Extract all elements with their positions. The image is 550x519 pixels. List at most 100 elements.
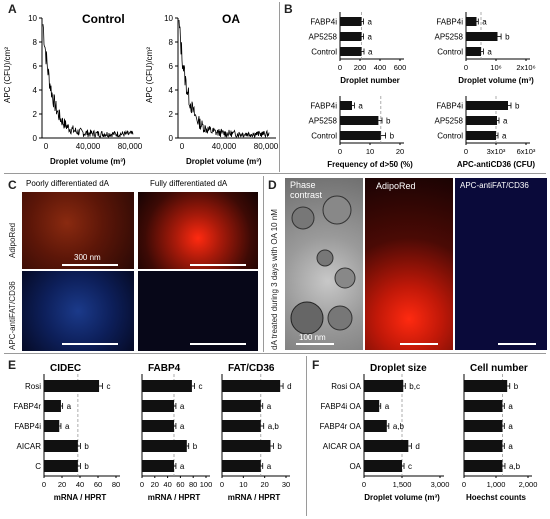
significance-letter: a	[487, 48, 492, 57]
significance-letter: a	[503, 117, 508, 126]
row-label-apc: APC-antiFAT/CD36	[8, 281, 17, 350]
scale-bar-d3	[498, 343, 536, 345]
category-label: FABP4i OA	[321, 402, 362, 411]
category-label: FABP4r OA	[320, 422, 362, 431]
x-axis-label: mRNA / HPRT	[54, 493, 107, 502]
significance-letter: a,b	[393, 422, 405, 431]
panel-letter-f: F	[312, 358, 320, 372]
significance-letter: a	[180, 462, 185, 471]
apc-title: APC-antiFAT/CD36	[460, 181, 529, 190]
bar	[142, 440, 187, 452]
ytick-label: 4	[169, 86, 174, 95]
significance-letter: b	[386, 117, 391, 126]
x-tick-label: 0	[462, 480, 466, 489]
micro-poor-adipored	[22, 192, 134, 269]
x-tick-label: 30	[282, 480, 290, 489]
significance-letter: a	[368, 33, 373, 42]
bar	[464, 420, 503, 432]
bar	[464, 460, 503, 472]
category-label: OA	[349, 462, 361, 471]
category-label: Control	[437, 48, 463, 57]
bar	[340, 17, 362, 26]
x-tick-label: 20	[151, 480, 159, 489]
scale-bar-d1	[296, 343, 334, 345]
x-tick-label: 6x10³	[517, 147, 536, 156]
bar	[364, 400, 380, 412]
significance-letter: b	[514, 382, 519, 391]
chart-title: Cell number	[470, 363, 528, 374]
micro-poor-apc	[22, 271, 134, 351]
ytick-label: 8	[169, 38, 174, 47]
x-tick-label: 80	[112, 480, 120, 489]
bar	[44, 420, 60, 432]
significance-letter: b	[193, 442, 198, 451]
bar	[464, 400, 503, 412]
bar	[44, 380, 100, 392]
x-tick-label: 0	[362, 480, 366, 489]
significance-letter: d	[287, 382, 291, 391]
divider-top	[4, 173, 546, 174]
bar	[466, 17, 477, 26]
panel-letter-d: D	[268, 178, 277, 192]
category-label: Rosi	[25, 382, 41, 391]
bar	[142, 400, 174, 412]
bar	[466, 131, 496, 140]
micro-d-apc	[455, 178, 547, 350]
x-tick-label: 1,500	[393, 480, 412, 489]
category-label: FABP4i	[14, 422, 41, 431]
x-tick-label: 100	[200, 480, 213, 489]
category-label: FABP4i	[436, 102, 463, 111]
category-label: AP5258	[309, 117, 338, 126]
bar	[364, 460, 402, 472]
category-label: AICAR	[17, 442, 42, 451]
histogram-control: APC (CFU)/cm² 0 2 4 6 8 10 0 40,000 80,000 Cont…	[3, 12, 143, 166]
significance-letter: b	[277, 442, 282, 451]
scale-bar-c3	[62, 343, 118, 345]
significance-letter: a	[358, 102, 363, 111]
x-tick-label: 10	[239, 480, 247, 489]
divider-middle	[4, 353, 546, 354]
bar	[364, 420, 387, 432]
micro-full-apc	[138, 271, 258, 351]
significance-letter: c	[106, 382, 110, 391]
bar	[44, 440, 78, 452]
bar	[44, 460, 78, 472]
divider-a-b	[279, 2, 280, 172]
significance-letter: c	[198, 382, 202, 391]
bar	[222, 400, 261, 412]
significance-letter: a	[508, 422, 513, 431]
x-axis-label: mRNA / HPRT	[228, 493, 281, 502]
category-label: AICAR OA	[323, 442, 362, 451]
panel-d-side-label: dA treated during 3 days with OA 10 nM	[270, 209, 279, 350]
x-tick-label: 200	[354, 63, 367, 72]
chart-droplet-number: FABP4i a AP5258 a Control a 0 200 400 600 Droplet …	[309, 12, 406, 85]
chart-title: CIDEC	[50, 363, 81, 374]
x-axis-label: APC-antiCD36 (CFU)	[457, 160, 536, 169]
significance-letter: a	[368, 48, 373, 57]
x-tick-label: 20	[396, 147, 404, 156]
chart-title: FAT/CD36	[228, 363, 275, 374]
phase-title: Phase contrast	[290, 180, 323, 200]
scale-bar-c2	[190, 264, 246, 266]
divider-c-d	[263, 176, 264, 352]
significance-letter: a	[482, 18, 487, 27]
x-tick-label: 0	[338, 63, 342, 72]
scale-bar-c1-label: 300 nm	[74, 253, 101, 262]
significance-letter: a,b	[509, 462, 521, 471]
col-label-full: Fully differentiated dA	[150, 179, 228, 188]
row-label-adipored: AdipoRed	[8, 222, 17, 258]
micro-full-adipored	[138, 192, 258, 269]
histogram-oa-title: OA	[222, 12, 240, 26]
significance-letter: a	[508, 442, 513, 451]
col-label-poor: Poorly differentiated dA	[26, 179, 110, 188]
category-label: FABP4i	[310, 18, 337, 27]
category-label: FABP4i	[310, 102, 337, 111]
scale-bar-c1	[62, 264, 118, 266]
bar	[466, 116, 497, 125]
ytick-label: 0	[169, 134, 174, 143]
histogram-oa: APC (CFU)/cm² 0 2 4 6 8 10 0 40,000 80,000 OA D…	[145, 12, 279, 166]
significance-letter: b	[390, 132, 395, 141]
significance-letter: a	[267, 462, 272, 471]
significance-letter: a,b	[268, 422, 280, 431]
phase-droplets	[290, 195, 356, 335]
